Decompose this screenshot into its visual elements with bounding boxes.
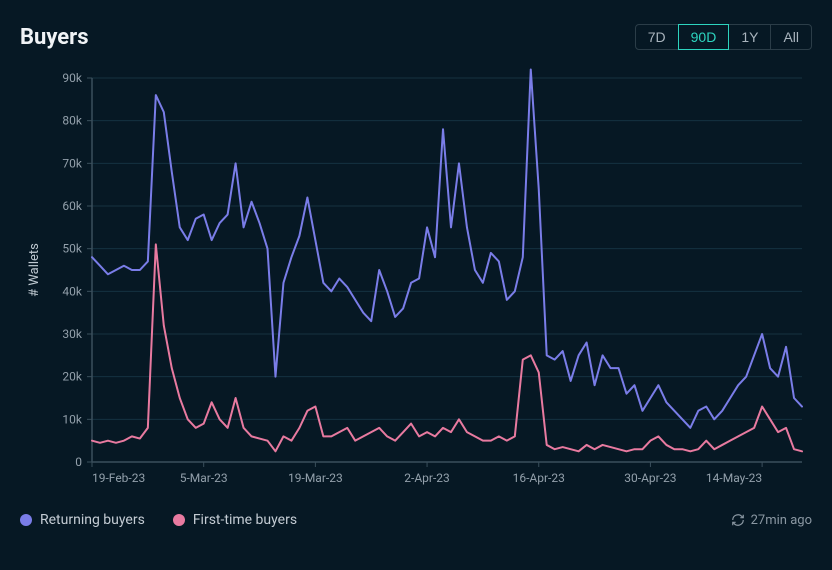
- refresh-icon: [731, 513, 745, 527]
- svg-text:30-Apr-23: 30-Apr-23: [624, 471, 676, 485]
- svg-text:19-Feb-23: 19-Feb-23: [92, 471, 145, 485]
- last-updated-label: 27min ago: [751, 513, 812, 528]
- range-button-7d[interactable]: 7D: [635, 24, 679, 50]
- chart-area: 0 10k 20k 30k 40k 50k 60k 70k 80k 90k 19-Feb-23 5-M…: [20, 68, 812, 498]
- svg-text:50k: 50k: [62, 242, 82, 256]
- svg-text:80k: 80k: [62, 114, 82, 128]
- svg-text:0: 0: [75, 455, 82, 469]
- svg-text:5-Mar-23: 5-Mar-23: [180, 471, 228, 485]
- svg-text:16-Apr-23: 16-Apr-23: [513, 471, 565, 485]
- card-footer: Returning buyers First-time buyers 27min…: [20, 512, 812, 528]
- legend-swatch-returning: [20, 514, 32, 526]
- legend-item-first: First-time buyers: [173, 512, 297, 528]
- legend-label-returning: Returning buyers: [40, 512, 145, 528]
- svg-text:90k: 90k: [62, 71, 82, 85]
- svg-text:40k: 40k: [62, 284, 82, 298]
- svg-text:70k: 70k: [62, 156, 82, 170]
- range-button-all[interactable]: All: [770, 24, 812, 50]
- legend-item-returning: Returning buyers: [20, 512, 145, 528]
- svg-text:2-Apr-23: 2-Apr-23: [404, 471, 450, 485]
- svg-text:30k: 30k: [62, 327, 82, 341]
- card-header: Buyers 7D90D1YAll: [20, 24, 812, 50]
- svg-text:14-May-23: 14-May-23: [706, 471, 762, 485]
- svg-text:60k: 60k: [62, 199, 82, 213]
- buyers-chart-card: Buyers 7D90D1YAll 0 10k 20k 30k 40k 50k 60k 70k…: [0, 0, 832, 570]
- last-updated: 27min ago: [731, 513, 812, 528]
- svg-text:10k: 10k: [62, 412, 82, 426]
- time-range-selector: 7D90D1YAll: [635, 24, 812, 50]
- svg-text:19-Mar-23: 19-Mar-23: [288, 471, 343, 485]
- chart-legend: Returning buyers First-time buyers: [20, 512, 297, 528]
- legend-swatch-first: [173, 514, 185, 526]
- range-button-90d[interactable]: 90D: [678, 24, 730, 50]
- line-chart-svg: 0 10k 20k 30k 40k 50k 60k 70k 80k 90k 19-Feb-23 5-M…: [20, 68, 812, 498]
- card-title: Buyers: [20, 25, 89, 50]
- range-button-1y[interactable]: 1Y: [728, 24, 771, 50]
- svg-text:# Wallets: # Wallets: [27, 243, 42, 297]
- svg-text:20k: 20k: [62, 370, 82, 384]
- legend-label-first: First-time buyers: [193, 512, 297, 528]
